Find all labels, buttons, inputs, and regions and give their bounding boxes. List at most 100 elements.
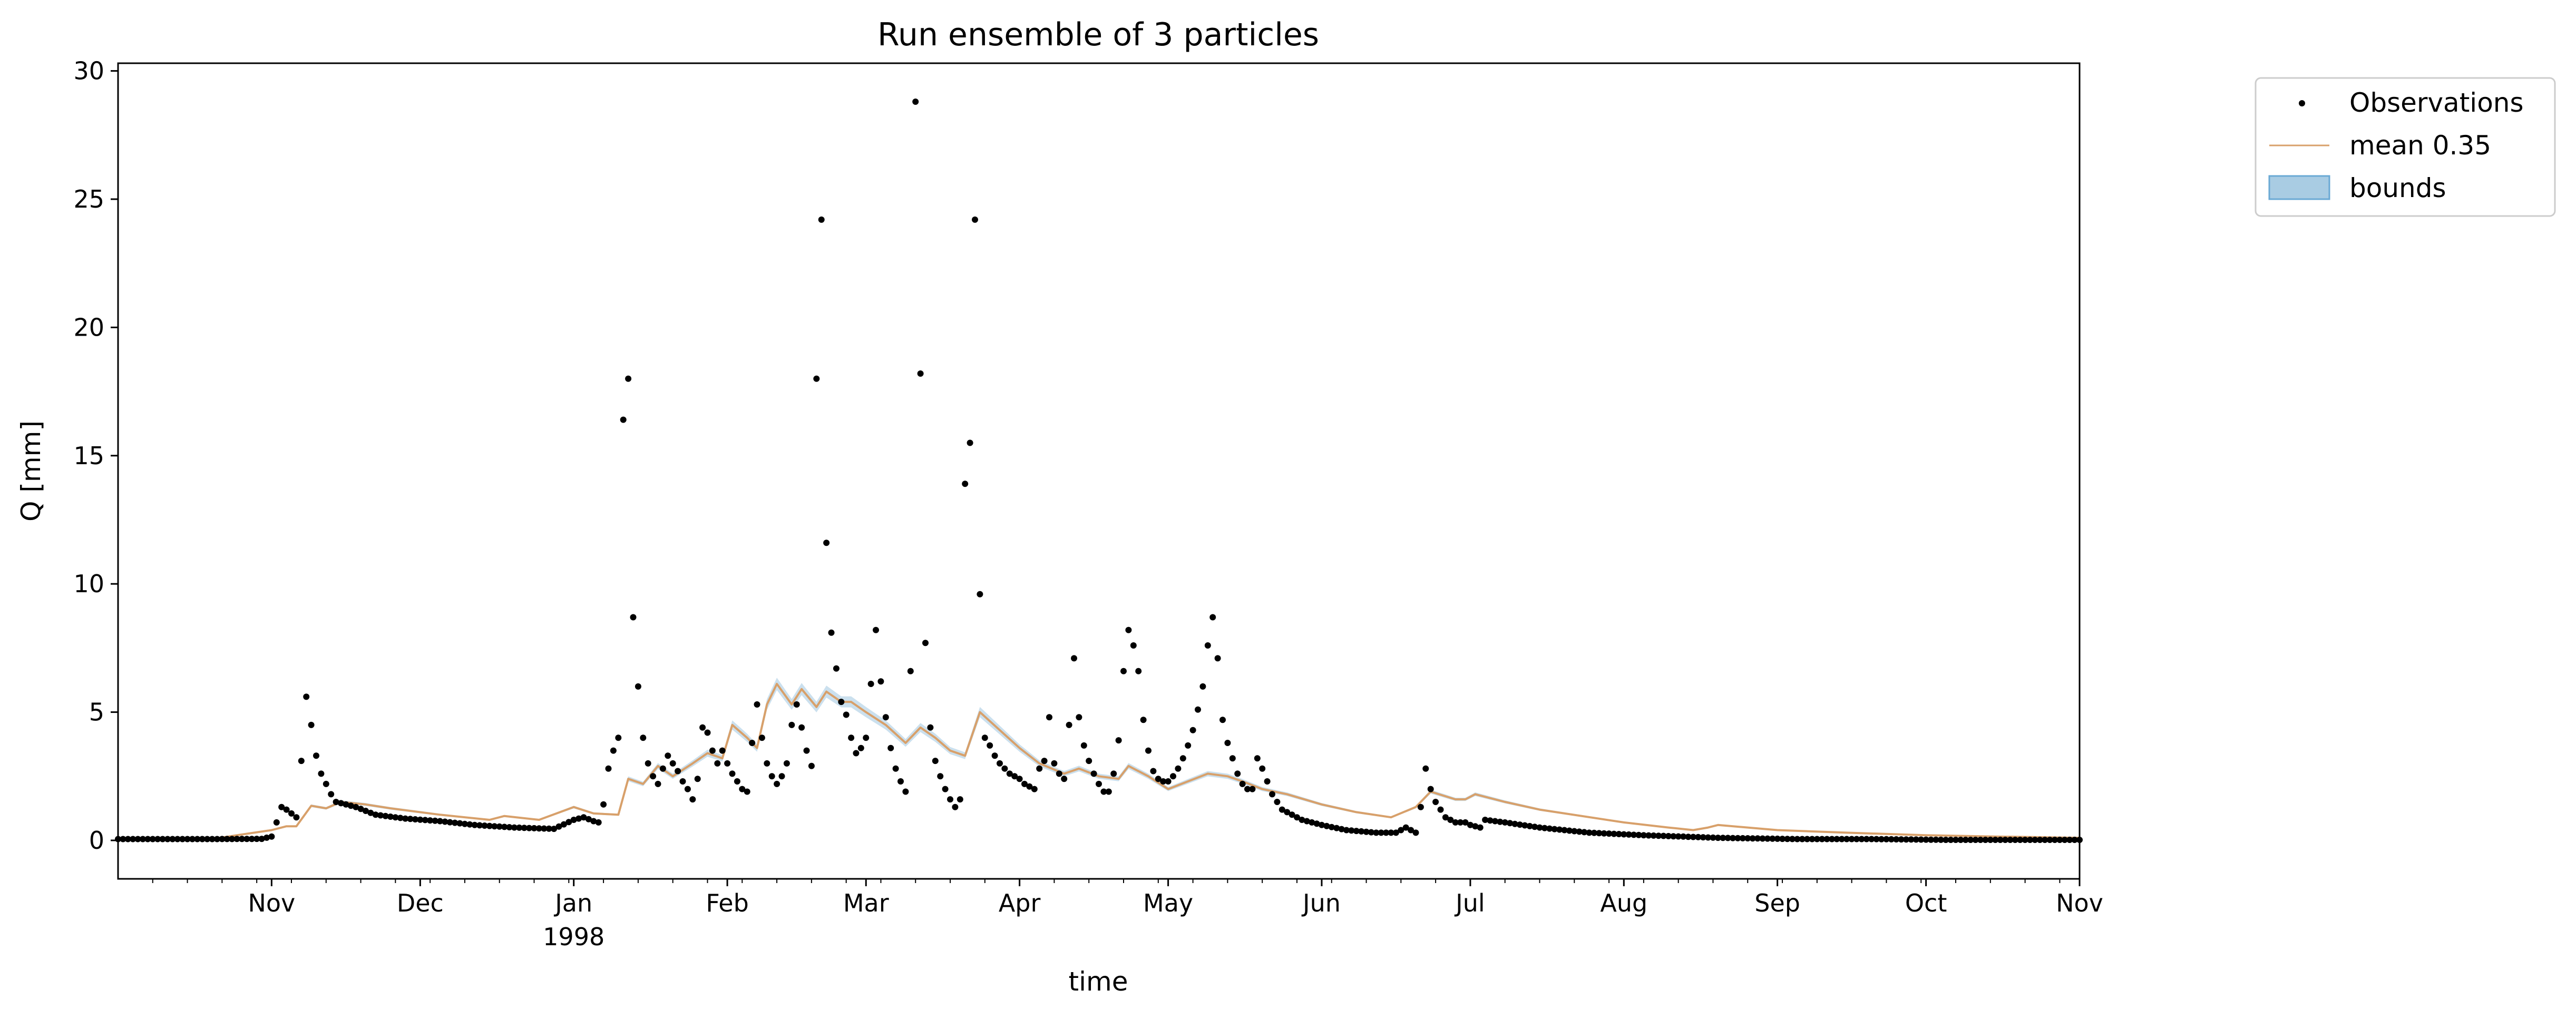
observation-point [957,796,963,803]
observation-point [278,804,285,810]
observation-point [551,826,558,832]
observation-point [1878,836,1885,842]
observation-point [1903,836,1909,843]
observation-point [1848,836,1855,842]
observation-point [1526,822,1533,829]
observation-point [1289,811,1295,818]
observation-point [1041,758,1048,765]
observation-point [1487,817,1494,824]
observation-point [1556,826,1563,833]
observation-point [1175,765,1182,772]
observation-point [1957,837,1964,843]
observation-point [407,816,414,822]
observation-point [734,778,740,785]
observation-point [531,825,538,831]
observation-point [630,614,637,621]
observation-point [2022,837,2028,843]
observation-point [1566,827,1573,834]
observation-point [1541,825,1548,831]
observation-point [209,836,216,842]
observation-point [545,825,552,832]
observation-point [283,806,290,813]
observation-point [432,817,438,824]
y-tick-label: 25 [73,185,104,213]
observation-point [1447,817,1454,823]
observation-point [669,760,676,767]
observation-point [833,665,840,672]
observation-point [704,729,711,736]
observation-point [1437,806,1444,813]
observation-point [1412,829,1419,836]
observation-point [1744,835,1751,841]
observation-point [1209,614,1216,621]
observation-point [367,809,374,816]
observation-point [694,776,701,782]
observation-point [818,216,825,223]
observation-point [873,626,879,633]
observation-point [1160,778,1167,785]
observation-point [253,836,260,842]
mean-line-layer [118,683,2080,840]
observation-point [1071,655,1077,662]
observation-point [501,824,508,830]
observation-point [164,836,171,842]
observation-point [659,765,666,772]
observation-point [496,823,503,830]
observation-point [947,796,953,803]
observation-point [655,780,661,787]
observation-point [1576,828,1583,835]
observation-point [298,758,305,765]
observation-point [853,750,860,757]
observation-point [219,836,226,842]
observation-point [1883,836,1890,842]
observation-point [1977,837,1984,843]
observation-point [1640,832,1647,839]
observation-point [1843,836,1850,842]
observation-point [902,788,909,795]
observation-point [1432,799,1439,805]
observation-point [258,836,265,842]
observation-point [1953,837,1959,843]
observation-point [907,668,914,674]
observation-point [1596,830,1603,837]
observation-point [1507,820,1514,827]
observation-point [1833,836,1840,842]
observation-point [1551,826,1558,832]
observation-point [347,802,354,809]
observation-point [987,742,993,749]
observation-point [1294,814,1300,821]
observation-point [882,714,889,721]
observation-point [749,740,756,746]
observation-point [768,773,775,780]
observation-point [1794,836,1801,842]
x-tick-label: May [1143,889,1193,917]
observation-point [1769,835,1776,842]
observation-point [798,724,805,731]
observation-point [1868,836,1875,842]
observation-point [446,819,453,826]
observation-point [2046,837,2053,843]
observation-point [1561,827,1568,834]
observation-point [1724,835,1731,841]
observation-point [1140,717,1147,723]
observation-point [149,836,156,842]
observation-point [1913,836,1919,843]
observation-point [1195,706,1201,713]
observation-point [1621,831,1627,838]
observation-point [134,836,141,842]
observation-point [397,815,404,821]
observation-point [1145,747,1152,754]
observation-point [1937,836,1944,843]
observation-point [362,808,369,814]
observation-point [1898,836,1905,843]
observation-point [1021,780,1028,787]
y-tick-label: 5 [89,698,104,727]
observation-point [724,760,731,767]
observation-point [120,836,126,842]
observation-point [1090,770,1097,777]
observation-point [159,836,166,842]
observation-point [1655,832,1662,839]
observation-point [1497,818,1504,825]
legend: Observations mean 0.35 bounds [2255,77,2556,217]
observation-point [491,823,498,830]
